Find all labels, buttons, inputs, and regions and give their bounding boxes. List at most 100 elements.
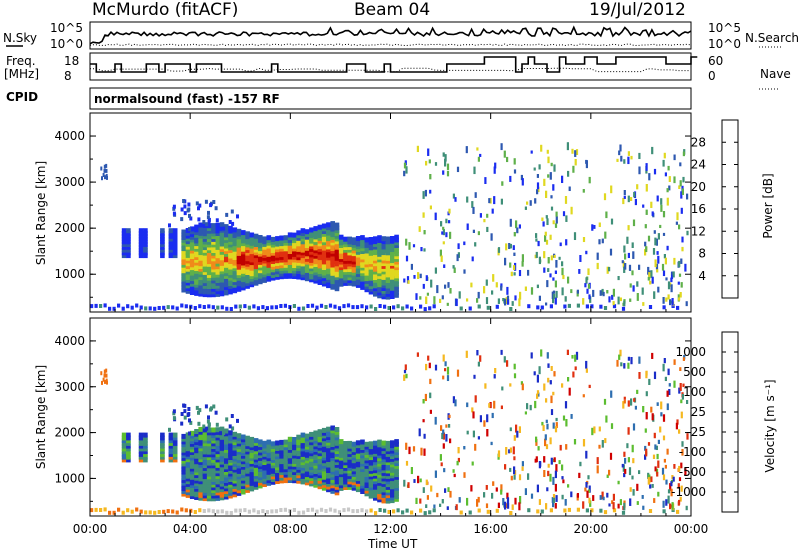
power-cell: [465, 146, 468, 154]
power-cell: [657, 255, 660, 264]
power-cell: [647, 235, 651, 242]
power-cell: [304, 231, 310, 237]
power-cell: [103, 168, 106, 173]
velocity-cell: [330, 442, 335, 447]
velocity-cell: [330, 466, 335, 472]
velocity-cell: [304, 452, 310, 458]
velocity-cell: [390, 445, 395, 451]
power-cell: [102, 173, 105, 177]
power-cell: [493, 166, 496, 174]
power-cell: [309, 269, 314, 274]
velocity-cell: [270, 455, 276, 460]
power-cell: [355, 274, 361, 280]
velocity-cell: [368, 479, 374, 485]
velocity-cell: [555, 422, 558, 428]
velocity-cell: [547, 463, 550, 468]
power-cell: [275, 263, 280, 269]
power-cell: [390, 274, 395, 280]
velocity-cell: [249, 458, 255, 464]
power-cell: [410, 263, 413, 270]
power-cell: [567, 303, 571, 308]
velocity-cell: [172, 454, 178, 460]
power-cell: [236, 231, 242, 237]
power-cell: [471, 201, 474, 208]
velocity-cell: [321, 438, 327, 444]
power-cell: [143, 228, 148, 234]
power-cell: [202, 231, 208, 237]
power-cell: [185, 255, 191, 261]
velocity-cell: [326, 437, 331, 443]
velocity-cell: [368, 463, 374, 469]
power-cell: [682, 176, 685, 183]
velocity-cell: [287, 445, 293, 450]
power-cell: [121, 250, 127, 256]
velocity-cell: [326, 468, 331, 473]
power-cell: [215, 269, 221, 275]
velocity-cell: [377, 489, 382, 495]
x-tick-label: 04:00: [173, 522, 208, 536]
velocity-cell: [385, 457, 391, 463]
velocity-cell: [270, 457, 276, 463]
velocity-cell: [501, 386, 504, 391]
power-cell: [224, 287, 229, 293]
power-cell: [521, 178, 524, 186]
power-cell: [413, 275, 416, 279]
power-cell: [211, 245, 216, 251]
velocity-cell: [266, 472, 272, 478]
power-cell: [442, 229, 445, 236]
power-cell: [326, 244, 331, 250]
power-cell: [236, 256, 242, 262]
velocity-cell: [211, 446, 216, 452]
power-cell: [326, 266, 331, 272]
power-cell: [630, 197, 633, 202]
power-cell: [224, 279, 229, 285]
velocity-cell: [249, 469, 255, 475]
power-cell: [279, 304, 283, 308]
power-cell: [541, 217, 544, 221]
power-cell: [459, 306, 463, 311]
velocity-cell: [343, 468, 348, 474]
power-cell: [663, 254, 666, 259]
power-cell: [304, 243, 310, 248]
velocity-cell: [211, 477, 216, 482]
power-cell: [651, 146, 654, 155]
velocity-cell: [385, 473, 391, 479]
power-cell: [219, 277, 225, 283]
power-cell: [245, 264, 250, 270]
power-cell: [446, 302, 449, 306]
velocity-cell: [608, 469, 611, 476]
power-cell: [513, 169, 517, 174]
velocity-cell: [394, 491, 399, 497]
velocity-cell: [385, 449, 391, 455]
power-cell: [275, 247, 280, 253]
velocity-cell: [642, 505, 645, 510]
power-cell: [343, 245, 348, 250]
velocity-cell: [355, 456, 361, 462]
velocity-cell: [253, 454, 259, 460]
power-cell: [360, 260, 365, 265]
velocity-cell: [514, 497, 517, 505]
velocity-cell: [130, 509, 134, 514]
velocity-cell: [644, 454, 647, 460]
power-cell: [211, 239, 216, 245]
velocity-cell: [126, 435, 131, 441]
velocity-cell: [185, 459, 191, 465]
power-cell: [604, 231, 607, 239]
velocity-cell: [381, 457, 387, 463]
velocity-cell: [304, 466, 310, 472]
velocity-cell: [304, 477, 310, 483]
velocity-cell: [347, 465, 352, 471]
velocity-cell: [347, 460, 352, 466]
velocity-cell: [296, 459, 301, 465]
velocity-cell: [211, 466, 216, 471]
velocity-cell: [463, 446, 466, 450]
power-cell: [266, 273, 272, 279]
power-cell: [351, 245, 357, 251]
velocity-cell: [432, 508, 436, 513]
velocity-cell: [300, 432, 306, 438]
velocity-cell: [189, 463, 195, 469]
power-cell: [385, 244, 391, 250]
velocity-cell: [368, 474, 374, 480]
velocity-cell: [249, 467, 255, 473]
power-cell: [513, 252, 516, 256]
